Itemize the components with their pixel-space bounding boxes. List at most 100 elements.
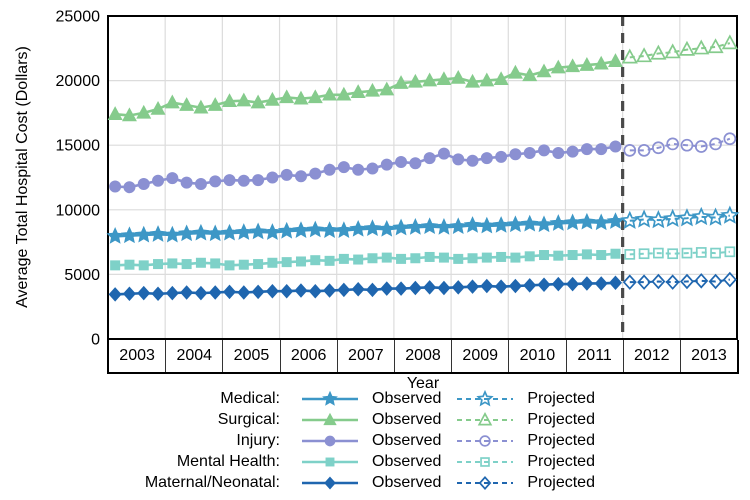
observed-data-point [393, 75, 409, 89]
projected-data-point [634, 209, 654, 228]
y-tick-label: 15000 [56, 138, 101, 155]
x-tick-label: 2007 [336, 340, 394, 372]
observed-data-point [323, 163, 336, 176]
y-tick-label: 10000 [56, 202, 101, 219]
observed-data-point [377, 219, 396, 237]
observed-data-point [337, 282, 351, 298]
series-medical [106, 205, 740, 244]
legend-entry-label: Projected [527, 431, 595, 449]
observed-data-point [395, 155, 408, 168]
observed-data-point [152, 174, 165, 187]
observed-data-point [423, 152, 436, 165]
observed-data-point [467, 253, 478, 264]
legend-series-label: Medical: [220, 389, 280, 407]
observed-data-point [508, 278, 522, 294]
observed-data-point [180, 176, 193, 189]
observed-data-point [535, 215, 553, 233]
legend-entry-label: Projected [527, 452, 595, 470]
observed-data-point [280, 168, 293, 181]
projected-data-point [691, 206, 711, 226]
observed-data-point [252, 174, 265, 187]
legend-entry-label: Observed [372, 431, 442, 449]
observed-data-point [567, 250, 578, 261]
observed-data-point [238, 259, 249, 270]
projected-data-point [665, 274, 680, 290]
x-tick-label: 2009 [451, 340, 508, 372]
observed-data-point [463, 216, 482, 233]
observed-data-point [251, 284, 265, 300]
legend-series-label: Maternal/Neonatal: [144, 473, 280, 491]
legend-entry-label: Observed [372, 473, 442, 491]
observed-data-point [437, 147, 450, 160]
observed-data-point [208, 285, 222, 300]
observed-data-point [223, 174, 236, 187]
observed-data-point [220, 223, 239, 241]
observed-data-point [352, 163, 365, 176]
observed-data-point [337, 161, 350, 174]
swatch-open-marker [479, 475, 492, 490]
projected-data-point [663, 208, 683, 228]
swatch-filled-marker [322, 390, 338, 406]
observed-data-point [481, 252, 492, 263]
x-tick-label: 2012 [622, 340, 680, 372]
swatch-open-marker [479, 434, 492, 447]
projected-data-point [667, 248, 679, 260]
observed-data-point [350, 84, 366, 98]
observed-data-point [138, 260, 149, 271]
projected-line [629, 42, 731, 59]
observed-data-point [579, 57, 595, 71]
projected-data-point [651, 273, 666, 290]
observed-data-point [453, 253, 464, 264]
observed-data-point [408, 280, 422, 296]
observed-data-point [293, 90, 309, 105]
observed-data-point [450, 69, 466, 84]
projected-line [629, 137, 731, 152]
observed-data-point [478, 216, 496, 234]
observed-data-point [493, 71, 509, 86]
observed-data-point [420, 217, 439, 235]
observed-data-point [149, 225, 167, 242]
observed-data-point [210, 258, 221, 269]
observed-data-point [263, 223, 282, 240]
observed-data-point [365, 282, 379, 298]
observed-data-point [123, 181, 136, 194]
observed-data-point [165, 285, 179, 301]
observed-swatch [302, 435, 358, 446]
observed-data-point [279, 89, 295, 104]
y-tick-label: 25000 [56, 9, 101, 26]
projected-data-point [720, 205, 740, 224]
projected-data-point [653, 247, 664, 259]
legend-entry-label: Observed [372, 410, 442, 428]
observed-data-point [522, 67, 538, 82]
observed-data-point [335, 221, 353, 238]
projected-data-point [680, 138, 694, 152]
x-tick-label: 2013 [679, 340, 737, 372]
swatch-filled-marker [324, 435, 336, 446]
observed-data-point [379, 81, 395, 96]
observed-data-point [410, 253, 421, 264]
observed-data-point [507, 64, 523, 79]
observed-data-point [596, 250, 607, 261]
observed-data-point [338, 253, 349, 264]
observed-data-point [563, 213, 582, 231]
projected-data-point [705, 207, 726, 226]
observed-data-point [595, 143, 608, 156]
series-maternal-neonatal [108, 271, 737, 302]
legend-entry-label: Projected [527, 473, 595, 491]
x-tick-label: 2011 [565, 340, 623, 372]
observed-data-point [364, 82, 380, 97]
observed-data-point [222, 284, 237, 300]
observed-data-point [437, 280, 451, 296]
observed-data-point [565, 58, 581, 73]
observed-data-point [320, 221, 339, 238]
observed-data-point [524, 251, 535, 262]
x-tick-label: 2004 [165, 340, 222, 372]
observed-data-point [578, 212, 596, 230]
swatch-filled-marker [323, 412, 337, 425]
observed-data-point [609, 140, 622, 153]
legend-series-label: Surgical: [217, 410, 280, 428]
series-injury [109, 132, 737, 194]
observed-data-point [480, 152, 493, 165]
projected-data-point [709, 137, 722, 151]
legend-row: Injury: Observed Projected [140, 430, 595, 451]
